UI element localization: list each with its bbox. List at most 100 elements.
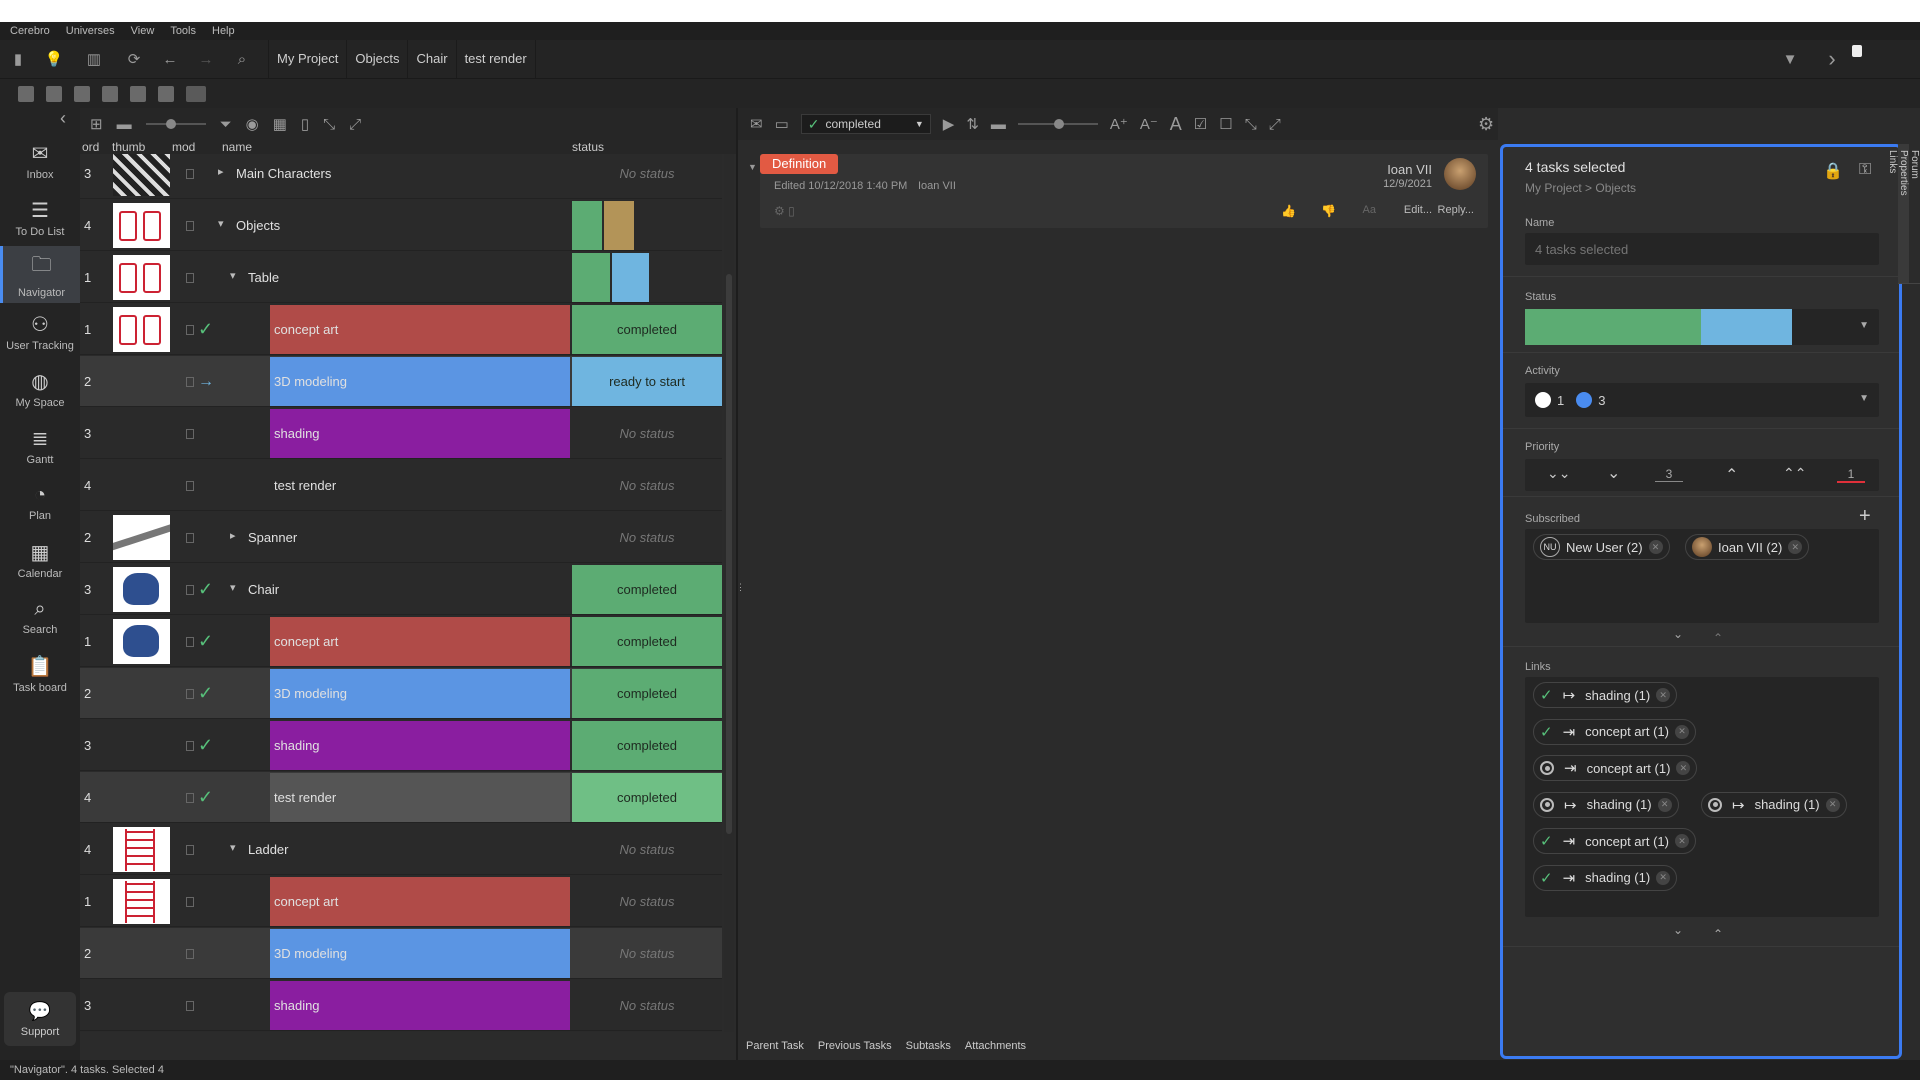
priority-low-icon[interactable]: ⌄	[1607, 465, 1621, 482]
remove-icon[interactable]: ✕	[1674, 834, 1689, 848]
thumbs-up-icon[interactable]: 👍	[1281, 204, 1296, 218]
tab-subtasks[interactable]: Subtasks	[905, 1040, 951, 1052]
sidebar-item-plan[interactable]: ◔ Plan	[0, 474, 80, 531]
chevron-down-icon[interactable]: ⌄	[1673, 627, 1684, 641]
task-name[interactable]: shading	[270, 409, 570, 458]
row-status[interactable]: completed	[572, 773, 722, 822]
sort-icon[interactable]: ⇅	[966, 116, 979, 133]
remove-icon[interactable]: ✕	[1656, 870, 1671, 885]
link-tag[interactable]: ✓ ⇥ concept art (1) ✕	[1533, 828, 1696, 854]
row-thumbnail[interactable]	[113, 203, 170, 248]
tool-icon-2[interactable]	[46, 85, 62, 102]
row-status[interactable]: No status	[619, 166, 675, 181]
breadcrumb-objects[interactable]: Objects	[346, 40, 407, 78]
tool-icon-4[interactable]	[102, 85, 118, 102]
menu-help[interactable]: Help	[212, 25, 235, 37]
menu-universes[interactable]: Universes	[65, 25, 115, 37]
layout-icon[interactable]: ▥	[86, 51, 102, 68]
priority-high-icon[interactable]: ⌃	[1725, 467, 1739, 484]
eye-icon[interactable]: ◉	[245, 116, 259, 133]
expander-icon[interactable]: ▾	[218, 218, 224, 230]
splitter[interactable]	[736, 108, 738, 1060]
font-increase-icon[interactable]: A⁺	[1109, 116, 1128, 133]
table-row[interactable]: 1 ✓ concept art completed	[80, 304, 722, 355]
link-tag[interactable]: ⇥ concept art (1) ✕	[1533, 755, 1698, 781]
node-name[interactable]: Objects	[236, 218, 281, 233]
expander-icon[interactable]: ▸	[218, 166, 224, 178]
collapse-all-icon[interactable]: ⤡	[1244, 115, 1257, 133]
table-row[interactable]: 1 concept art No status	[80, 876, 722, 927]
link-tag[interactable]: ↦ shading (1) ✕	[1701, 791, 1847, 818]
sidebar-item-todo[interactable]: ☰ To Do List	[0, 189, 80, 246]
node-name[interactable]: Chair	[248, 582, 280, 597]
remove-icon[interactable]: ✕	[1674, 724, 1689, 739]
table-row[interactable]: 2 → 3D modeling ready to start	[80, 356, 722, 407]
row-thumbnail[interactable]	[113, 307, 170, 352]
attachment-icon[interactable]: ⚙ ▯	[774, 204, 795, 218]
font-icon[interactable]: A	[1169, 113, 1182, 134]
checkbox-icon[interactable]: ☑	[1193, 116, 1208, 133]
column-header-name[interactable]: name	[222, 140, 253, 154]
task-name[interactable]: shading	[270, 721, 570, 770]
tool-icon-1[interactable]	[18, 85, 34, 102]
task-name[interactable]: concept art	[270, 305, 570, 354]
expander-icon[interactable]: ▾	[230, 842, 236, 854]
expand-all-icon[interactable]: ⤢	[349, 115, 362, 133]
name-field[interactable]	[1525, 233, 1879, 265]
row-status[interactable]: No status	[619, 530, 675, 545]
row-status[interactable]	[572, 201, 722, 250]
row-thumbnail[interactable]	[113, 879, 170, 924]
node-name[interactable]: Main Characters	[236, 166, 332, 181]
book-icon[interactable]: ▮	[13, 51, 23, 68]
sidebar-item-navigator[interactable]: 🗀 Navigator	[0, 246, 80, 303]
collapse-all-icon[interactable]: ⤡	[323, 115, 336, 133]
remove-icon[interactable]: ✕	[1676, 761, 1691, 775]
chevron-down-icon[interactable]: ⌄	[1673, 923, 1684, 937]
thumbs-down-icon[interactable]: 👎	[1321, 204, 1336, 218]
add-subscriber-icon[interactable]: +	[1859, 505, 1871, 527]
row-status[interactable]: completed	[572, 669, 722, 718]
task-name[interactable]: 3D modeling	[270, 929, 570, 978]
column-header-ord[interactable]: ord	[82, 140, 100, 154]
row-thumbnail[interactable]	[113, 619, 170, 664]
priority-value-high[interactable]: 1	[1837, 467, 1865, 483]
task-name[interactable]: test render	[274, 478, 337, 493]
row-thumbnail[interactable]	[113, 827, 170, 872]
row-thumbnail[interactable]	[113, 255, 170, 300]
menu-cerebro[interactable]: Cerebro	[10, 25, 50, 37]
priority-value-low[interactable]: 3	[1655, 467, 1683, 482]
bulb-icon[interactable]: 💡	[44, 51, 64, 68]
row-status[interactable]: No status	[619, 842, 675, 857]
link-tag[interactable]: ✓ ↦ shading (1) ✕	[1533, 682, 1678, 708]
thumb-size-icon[interactable]: ▬	[116, 115, 132, 133]
table-row[interactable]: 4 ▾ Objects	[80, 200, 722, 251]
task-name[interactable]: shading	[270, 981, 570, 1030]
row-status[interactable]: completed	[572, 305, 722, 354]
row-thumbnail[interactable]	[113, 515, 170, 560]
reply-link[interactable]: Reply...	[1437, 204, 1474, 216]
forward-icon[interactable]: →	[198, 50, 214, 68]
row-status[interactable]: ready to start	[572, 357, 722, 406]
table-row[interactable]: 2 3D modeling No status	[80, 928, 722, 979]
square-icon[interactable]: ☐	[1219, 116, 1233, 133]
translate-icon[interactable]: Aa	[1362, 204, 1376, 216]
menu-tools[interactable]: Tools	[170, 25, 196, 37]
task-name[interactable]: concept art	[270, 877, 570, 926]
tab-attachments[interactable]: Attachments	[964, 1040, 1027, 1052]
expander-icon[interactable]: ▾	[230, 582, 236, 594]
dropdown-icon[interactable]: ▼	[1782, 50, 1798, 68]
refresh-icon[interactable]: ⟳	[127, 51, 141, 68]
row-thumbnail[interactable]	[113, 567, 170, 612]
expand-all-icon[interactable]: ⤢	[1268, 115, 1281, 133]
sidebar-item-user-tracking[interactable]: ⚇ User Tracking	[0, 303, 80, 360]
sidebar-item-gantt[interactable]: ≣ Gantt	[0, 417, 80, 474]
table-row[interactable]: 3 ▸ Main Characters No status	[80, 154, 722, 199]
link-tag[interactable]: ↦ shading (1) ✕	[1533, 791, 1679, 818]
back-icon[interactable]: ←	[162, 50, 178, 68]
table-row[interactable]: 4 ▾ Ladder No status	[80, 824, 722, 875]
table-row[interactable]: 1 ▾ Table	[80, 252, 722, 303]
terminal-icon[interactable]	[186, 85, 206, 102]
expander-icon[interactable]: ▾	[230, 270, 236, 282]
font-decrease-icon[interactable]: A⁻	[1139, 116, 1158, 133]
node-name[interactable]: Spanner	[248, 530, 298, 545]
